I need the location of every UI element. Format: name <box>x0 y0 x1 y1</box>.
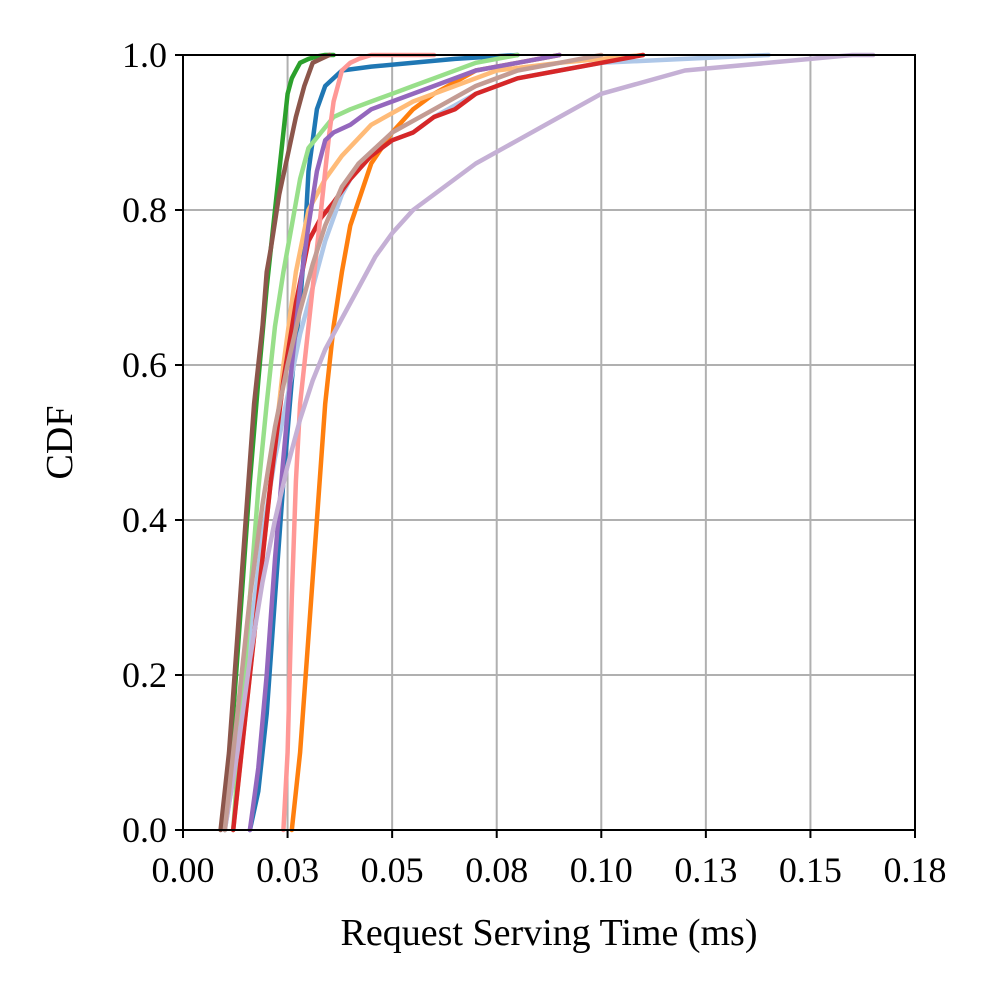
y-tick-label: 1.0 <box>122 35 167 75</box>
series-line-6 <box>230 52 520 833</box>
y-axis-label: CDF <box>39 406 81 480</box>
series-line-10 <box>222 52 876 833</box>
series-line-12 <box>222 52 604 833</box>
x-tick-label: 0.15 <box>779 850 842 890</box>
x-axis-label: Request Serving Time (ms) <box>341 912 758 954</box>
x-tick-label: 0.00 <box>152 850 215 890</box>
series-lines <box>218 52 876 833</box>
x-tick-label: 0.18 <box>884 850 947 890</box>
series-line-9 <box>247 52 562 833</box>
plot-frame <box>182 54 916 831</box>
y-tick-label: 0.2 <box>122 655 167 695</box>
series-line-11 <box>218 52 332 833</box>
y-tick-label: 0.0 <box>122 810 167 850</box>
series-line-8 <box>281 52 437 833</box>
x-tick-label: 0.08 <box>465 850 528 890</box>
y-tick-label: 0.6 <box>122 345 167 385</box>
x-tick-label: 0.13 <box>674 850 737 890</box>
x-tick-label: 0.10 <box>570 850 633 890</box>
x-tick-label: 0.03 <box>256 850 319 890</box>
series-line-3 <box>289 52 562 833</box>
axis-ticks: 0.00 0.03 0.05 0.08 0.10 0.13 0.15 0.18 0.0 0.2 0.… <box>122 35 947 890</box>
series-line-7 <box>230 52 646 833</box>
y-tick-label: 0.8 <box>122 190 167 230</box>
x-tick-label: 0.05 <box>361 850 424 890</box>
y-tick-label: 0.4 <box>122 500 167 540</box>
